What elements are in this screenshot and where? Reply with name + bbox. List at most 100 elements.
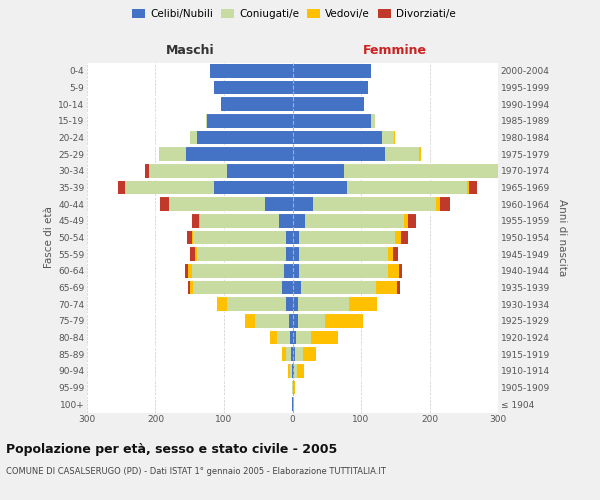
Bar bbox=[295, 348, 303, 361]
Text: Maschi: Maschi bbox=[166, 44, 214, 58]
Bar bbox=[385, 148, 419, 161]
Bar bbox=[192, 264, 284, 278]
Bar bbox=[194, 248, 197, 261]
Bar bbox=[305, 214, 404, 228]
Bar bbox=[297, 364, 304, 378]
Bar bbox=[292, 398, 293, 411]
Bar bbox=[286, 230, 293, 244]
Bar bbox=[388, 264, 398, 278]
Bar bbox=[190, 130, 197, 144]
Bar bbox=[298, 314, 325, 328]
Bar bbox=[289, 364, 290, 378]
Text: Popolazione per età, sesso e stato civile - 2005: Popolazione per età, sesso e stato civil… bbox=[6, 442, 337, 456]
Bar bbox=[344, 164, 502, 177]
Bar bbox=[185, 264, 188, 278]
Bar bbox=[289, 314, 293, 328]
Bar bbox=[397, 280, 400, 294]
Bar bbox=[290, 330, 293, 344]
Bar bbox=[125, 180, 214, 194]
Bar bbox=[199, 214, 200, 228]
Bar bbox=[159, 148, 187, 161]
Bar bbox=[311, 330, 338, 344]
Bar bbox=[325, 314, 363, 328]
Bar bbox=[286, 298, 293, 311]
Bar bbox=[503, 164, 506, 177]
Bar bbox=[255, 314, 289, 328]
Bar bbox=[294, 364, 297, 378]
Bar bbox=[293, 298, 298, 311]
Text: COMUNE DI CASALSERUGO (PD) - Dati ISTAT 1° gennaio 2005 - Elaborazione TUTTITALI: COMUNE DI CASALSERUGO (PD) - Dati ISTAT … bbox=[6, 468, 386, 476]
Bar bbox=[395, 230, 401, 244]
Bar bbox=[293, 314, 298, 328]
Text: Femmine: Femmine bbox=[363, 44, 427, 58]
Bar bbox=[436, 198, 440, 211]
Bar bbox=[277, 330, 290, 344]
Bar bbox=[376, 280, 397, 294]
Bar bbox=[160, 198, 169, 211]
Bar bbox=[290, 364, 292, 378]
Bar bbox=[214, 80, 293, 94]
Bar bbox=[293, 280, 301, 294]
Y-axis label: Anni di nascita: Anni di nascita bbox=[557, 199, 566, 276]
Bar bbox=[227, 164, 293, 177]
Bar bbox=[197, 248, 286, 261]
Bar bbox=[293, 264, 299, 278]
Bar bbox=[293, 248, 299, 261]
Bar bbox=[298, 298, 349, 311]
Bar bbox=[293, 64, 371, 78]
Bar bbox=[282, 280, 293, 294]
Bar bbox=[301, 280, 376, 294]
Bar bbox=[192, 214, 199, 228]
Bar bbox=[193, 230, 286, 244]
Bar bbox=[502, 164, 503, 177]
Bar bbox=[214, 180, 293, 194]
Bar bbox=[401, 230, 407, 244]
Bar bbox=[293, 114, 371, 128]
Bar bbox=[419, 148, 421, 161]
Bar bbox=[293, 398, 294, 411]
Bar bbox=[299, 264, 388, 278]
Bar bbox=[293, 148, 385, 161]
Bar bbox=[118, 180, 125, 194]
Bar bbox=[293, 130, 382, 144]
Bar bbox=[299, 248, 388, 261]
Bar bbox=[293, 330, 296, 344]
Bar bbox=[440, 198, 450, 211]
Bar bbox=[467, 180, 469, 194]
Bar bbox=[293, 230, 299, 244]
Bar bbox=[197, 130, 293, 144]
Bar bbox=[292, 380, 293, 394]
Bar bbox=[469, 180, 477, 194]
Bar bbox=[286, 348, 291, 361]
Bar bbox=[149, 164, 227, 177]
Bar bbox=[200, 214, 279, 228]
Bar bbox=[303, 348, 316, 361]
Y-axis label: Fasce di età: Fasce di età bbox=[44, 206, 54, 268]
Bar bbox=[293, 198, 313, 211]
Bar bbox=[145, 164, 149, 177]
Bar bbox=[404, 214, 407, 228]
Bar bbox=[227, 298, 286, 311]
Bar bbox=[398, 264, 402, 278]
Bar bbox=[265, 198, 293, 211]
Bar bbox=[293, 348, 295, 361]
Bar bbox=[221, 98, 293, 111]
Bar bbox=[293, 364, 294, 378]
Bar bbox=[293, 214, 305, 228]
Bar bbox=[293, 164, 344, 177]
Bar bbox=[192, 230, 193, 244]
Bar bbox=[193, 280, 282, 294]
Bar bbox=[393, 248, 398, 261]
Bar bbox=[349, 298, 377, 311]
Bar bbox=[190, 280, 193, 294]
Legend: Celibi/Nubili, Coniugati/e, Vedovi/e, Divorziati/e: Celibi/Nubili, Coniugati/e, Vedovi/e, Di… bbox=[128, 5, 460, 24]
Bar bbox=[299, 230, 395, 244]
Bar bbox=[190, 248, 194, 261]
Bar bbox=[245, 314, 255, 328]
Bar bbox=[292, 364, 293, 378]
Bar bbox=[293, 180, 347, 194]
Bar bbox=[382, 130, 394, 144]
Bar bbox=[293, 380, 295, 394]
Bar bbox=[347, 180, 467, 194]
Bar bbox=[270, 330, 277, 344]
